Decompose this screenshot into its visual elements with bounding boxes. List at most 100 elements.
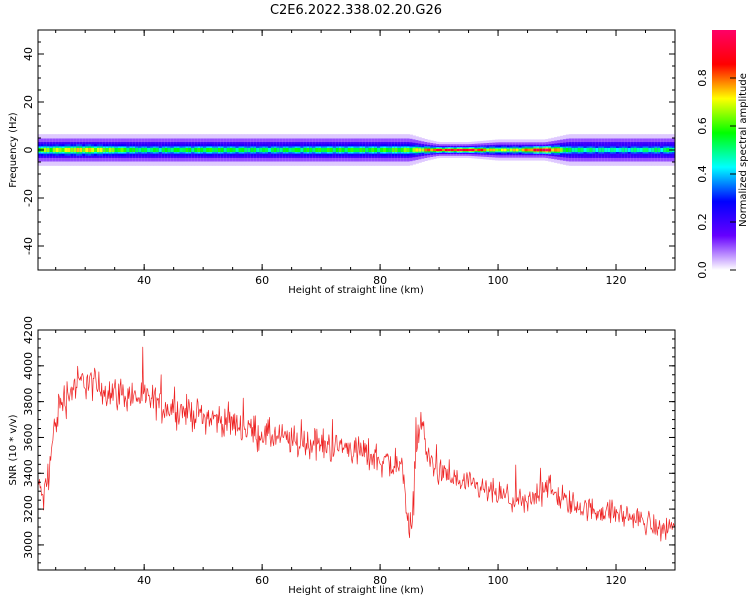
spectrogram-cell: [212, 147, 216, 153]
spectrogram-cell: [645, 147, 649, 153]
spectrogram-cell: [536, 148, 540, 152]
spectrogram-cell: [321, 147, 325, 153]
spectrogram-cell: [509, 148, 514, 152]
spectrogram-cell: [61, 147, 65, 153]
spectrogram-cell: [203, 147, 207, 153]
spectrogram-cell: [217, 147, 222, 153]
spectrogram-cell: [79, 147, 83, 153]
spectrogram-cell: [129, 147, 133, 153]
spectrogram-cell: [214, 147, 219, 153]
spectrogram-cell: [268, 147, 272, 153]
spectrogram-cell: [108, 147, 113, 153]
y-tick-label: 3200: [22, 495, 35, 523]
snr-x-axis: 40 60 80 100 120: [55, 330, 676, 587]
spectrogram-cell: [430, 148, 434, 152]
spectrogram-cell: [474, 148, 478, 152]
spectrogram-cell: [627, 147, 632, 153]
spectrogram-cell: [380, 147, 384, 153]
spectrogram-cell: [444, 148, 449, 152]
spectrogram-cell: [297, 147, 301, 153]
spectrogram-cell: [82, 147, 86, 153]
x-tick-label: 40: [137, 574, 151, 587]
y-tick-label: 3000: [22, 531, 35, 559]
spectrogram-cell: [462, 148, 467, 152]
snr-y-axis: 3000 3200 3400 3600 3800 4000 4200: [22, 316, 675, 564]
spectrogram-cell: [574, 147, 579, 153]
spectrogram-cell: [232, 147, 236, 153]
spectrogram-cell: [433, 148, 437, 152]
spectrogram-cell: [49, 147, 54, 153]
spectrogram-cell: [610, 147, 614, 153]
spectrogram-cell: [91, 147, 95, 153]
colorbar: 0.0 0.2 0.4 0.6 0.8 Normalized spectral ampl…: [696, 30, 749, 279]
spectrogram-cell: [335, 147, 340, 153]
spectrogram-cell: [657, 147, 661, 153]
x-tick-label: 100: [488, 574, 509, 587]
spectrogram-cell: [273, 147, 278, 153]
spectrogram-cell: [96, 147, 101, 153]
spectrogram-y-label: Frequency (Hz): [8, 112, 19, 188]
spectrogram-cell: [235, 147, 239, 153]
spectrogram-cell: [188, 147, 192, 153]
spectrogram-cell: [194, 147, 198, 153]
spectrogram-cell: [332, 147, 337, 153]
spectrogram-cell: [548, 148, 552, 152]
x-tick-label: 60: [255, 274, 269, 287]
spectrogram-cell: [229, 147, 234, 153]
spectrogram-cell: [459, 148, 464, 152]
spectrogram-cell: [238, 147, 242, 153]
spectrogram-cell: [554, 148, 558, 152]
spectrogram-cell: [176, 147, 180, 153]
spectrogram-cell: [542, 148, 546, 152]
spectrogram-cell: [220, 147, 225, 153]
spectrogram-cell: [557, 148, 561, 152]
spectrogram-cell: [85, 147, 89, 153]
colorbar-axis: 0.0 0.2 0.4 0.6 0.8: [696, 69, 736, 279]
colorbar-tick-label: 0.4: [696, 165, 709, 183]
spectrogram-cell: [182, 147, 186, 153]
spectrogram-cell: [415, 148, 419, 152]
spectrogram-cell: [262, 147, 266, 153]
spectrogram-cell: [294, 147, 298, 153]
spectrogram-cell: [347, 147, 351, 153]
spectrogram-cell: [527, 148, 531, 152]
spectrogram-cell: [73, 147, 77, 153]
spectrogram-cell: [530, 148, 534, 152]
spectrogram-cell: [589, 147, 593, 153]
spectrogram-cell: [412, 148, 416, 152]
snr-panel: 40 60 80 100 120 3000 3200 3400 3600 3800 4000 420…: [8, 316, 676, 596]
spectrogram-cell: [309, 147, 313, 153]
spectrogram-cell: [300, 147, 304, 153]
spectrogram-cell: [403, 147, 408, 153]
spectrogram-cell: [150, 147, 154, 153]
x-tick-label: 120: [606, 574, 627, 587]
y-tick-label: 3800: [22, 388, 35, 416]
spectrogram-cell: [350, 147, 354, 153]
y-tick-label: 40: [22, 47, 35, 61]
spectrogram-cell: [595, 147, 599, 153]
colorbar-tick-label: 0.2: [696, 213, 709, 231]
spectrogram-cell: [282, 147, 287, 153]
spectrogram-cell: [318, 147, 322, 153]
x-tick-label: 80: [373, 574, 387, 587]
spectrogram-cell: [259, 147, 263, 153]
spectrogram-cell: [88, 147, 92, 153]
spectrogram-cell: [55, 147, 60, 153]
spectrogram-cell: [442, 148, 446, 152]
spectrogram-cell: [43, 147, 48, 153]
y-tick-label: -20: [22, 189, 35, 207]
spectrogram-cell: [498, 148, 502, 152]
spectrogram-cell: [648, 147, 652, 153]
spectrogram-cell: [365, 147, 369, 153]
colorbar-gradient: [712, 30, 736, 270]
x-tick-label: 80: [373, 274, 387, 287]
spectrogram-cell: [76, 147, 80, 153]
spectrogram-cell: [123, 147, 127, 153]
y-tick-label: 0: [22, 147, 35, 154]
spectrogram-cell: [344, 147, 349, 153]
x-tick-label: 100: [488, 274, 509, 287]
y-tick-label: 4000: [22, 352, 35, 380]
spectrogram-cell: [99, 147, 104, 153]
spectrogram-cell: [285, 147, 290, 153]
